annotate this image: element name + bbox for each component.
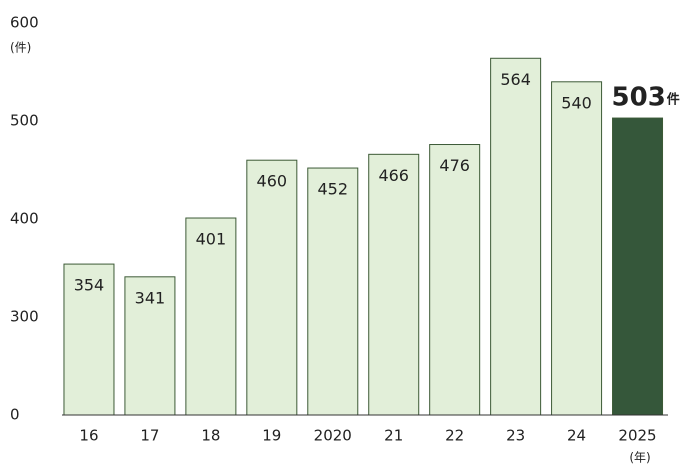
value-label: 503: [612, 83, 666, 113]
x-tick-label: 2025: [618, 427, 656, 445]
x-tick-label: 2020: [314, 427, 352, 445]
bar: [63, 263, 115, 416]
x-tick-label: 22: [445, 427, 464, 445]
bar: [429, 144, 481, 416]
value-label: 564: [500, 70, 531, 89]
bar: [490, 57, 542, 416]
value-label: 401: [196, 230, 227, 249]
bar: [246, 159, 298, 416]
y-tick-label: 400: [10, 210, 39, 228]
x-tick-label: 23: [506, 427, 525, 445]
x-unit: (年): [629, 451, 650, 464]
bar: [368, 153, 420, 416]
x-tick-label: 18: [201, 427, 220, 445]
y-tick-label: 600: [10, 14, 39, 32]
value-label: 460: [257, 172, 288, 191]
x-tick-label: 19: [262, 427, 281, 445]
bar: [185, 217, 237, 416]
x-tick-label: 24: [567, 427, 586, 445]
x-tick-label: 16: [79, 427, 98, 445]
y-tick-label: 0: [10, 406, 20, 424]
x-tick-label: 21: [384, 427, 403, 445]
value-label: 452: [318, 180, 349, 199]
y-tick-label: 500: [10, 112, 39, 130]
y-unit: (件): [10, 41, 31, 55]
bar: [307, 167, 359, 416]
value-label: 540: [561, 93, 592, 112]
value-label: 476: [439, 156, 470, 175]
bar: [612, 117, 664, 416]
bar: [551, 81, 603, 416]
value-unit: 件: [667, 92, 680, 108]
value-label: 354: [74, 276, 105, 295]
x-tick-label: 17: [140, 427, 159, 445]
bar: [124, 276, 176, 416]
value-label: 341: [135, 288, 166, 307]
y-tick-label: 300: [10, 308, 39, 326]
value-label: 466: [378, 166, 409, 185]
